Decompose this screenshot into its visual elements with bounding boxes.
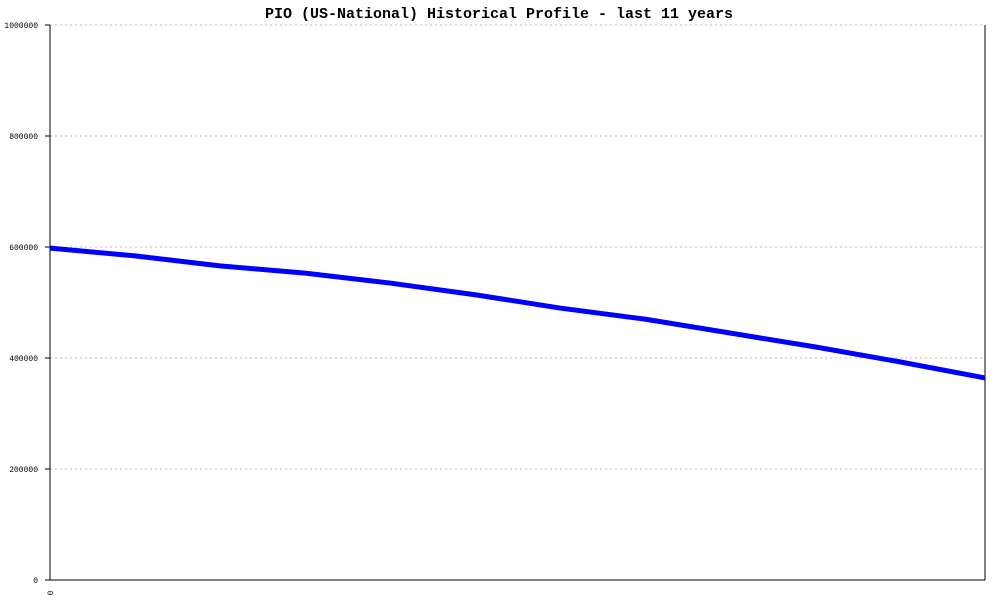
- y-tick-label: 0: [33, 577, 38, 586]
- y-tick-label: 200000: [9, 466, 38, 475]
- y-tick-label: 400000: [9, 355, 38, 364]
- y-tick-label: 800000: [9, 133, 38, 142]
- x-tick-label: 0: [47, 590, 56, 595]
- data-line: [49, 245, 986, 381]
- y-tick-label: 1000000: [4, 22, 38, 31]
- y-tick-label: 600000: [9, 244, 38, 253]
- chart-title: PIO (US-National) Historical Profile - l…: [265, 6, 733, 23]
